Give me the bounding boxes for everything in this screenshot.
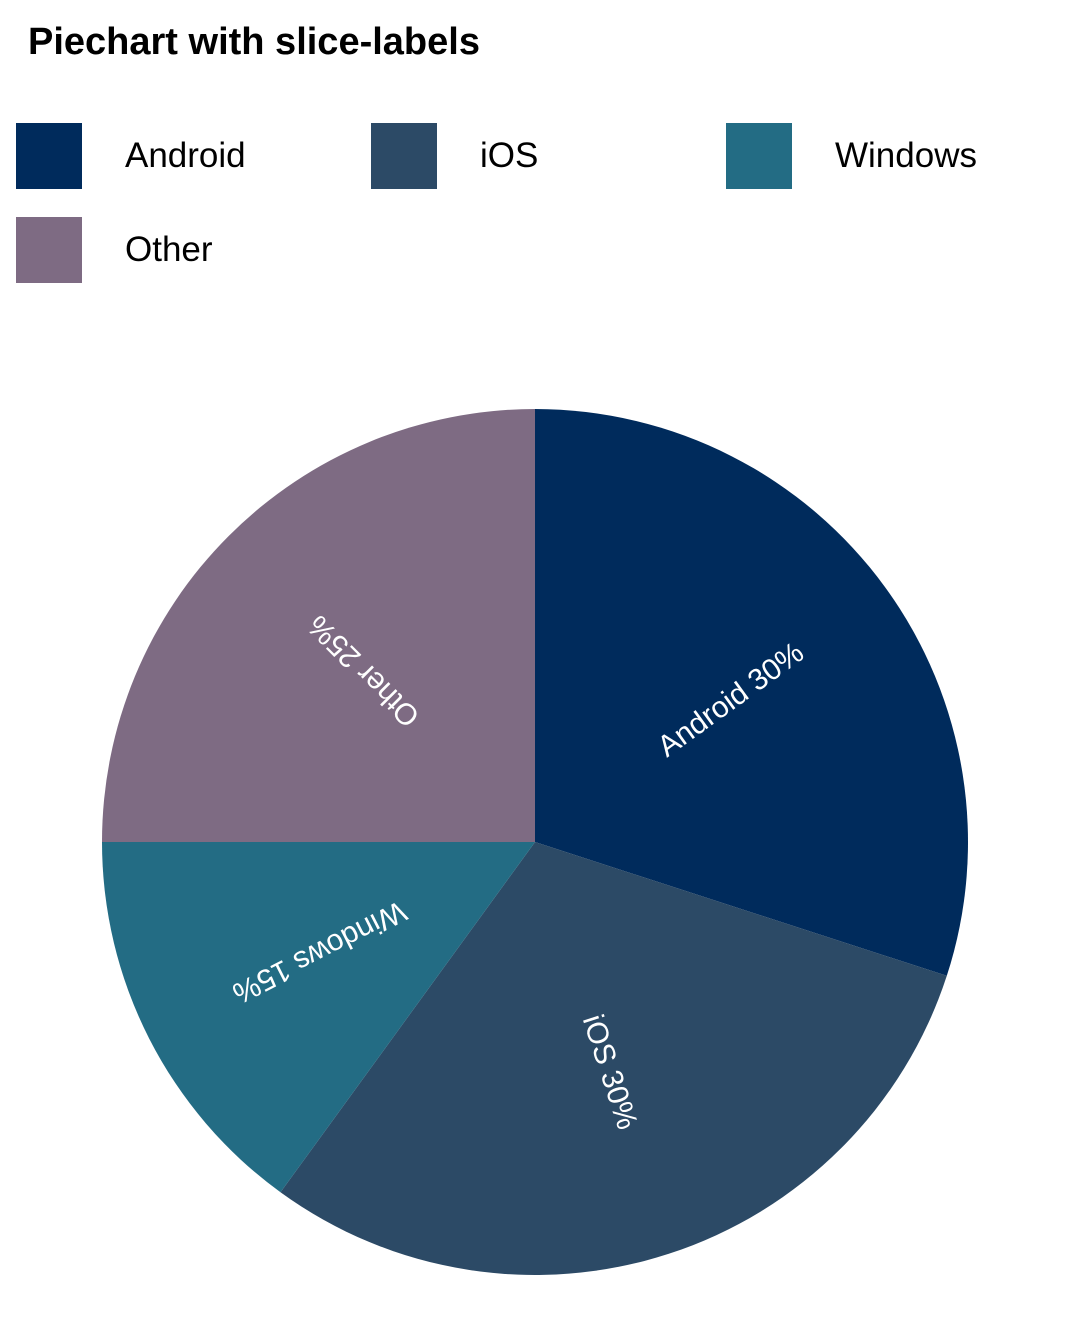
legend-item-ios[interactable]: iOS bbox=[371, 122, 538, 190]
legend-label-other: Other bbox=[125, 230, 213, 269]
pie-slices bbox=[102, 409, 969, 1275]
legend-swatch-windows bbox=[726, 123, 792, 189]
pie-slice-windows[interactable] bbox=[102, 842, 535, 1193]
legend-item-android[interactable]: Android bbox=[16, 122, 246, 190]
legend-swatch-other bbox=[16, 217, 82, 283]
legend-label-windows: Windows bbox=[835, 136, 977, 175]
legend-swatch-android bbox=[16, 123, 82, 189]
pie-slice-other[interactable] bbox=[102, 409, 535, 842]
legend-swatch-ios bbox=[371, 123, 437, 189]
pie-slice-ios[interactable] bbox=[280, 842, 947, 1275]
legend-label-android: Android bbox=[125, 136, 246, 175]
pie-slice-android[interactable] bbox=[535, 409, 969, 976]
legend-item-windows[interactable]: Windows bbox=[726, 122, 977, 190]
legend-item-other[interactable]: Other bbox=[16, 216, 213, 284]
legend-label-ios: iOS bbox=[480, 136, 539, 175]
chart-title: Piechart with slice-labels bbox=[28, 21, 480, 63]
